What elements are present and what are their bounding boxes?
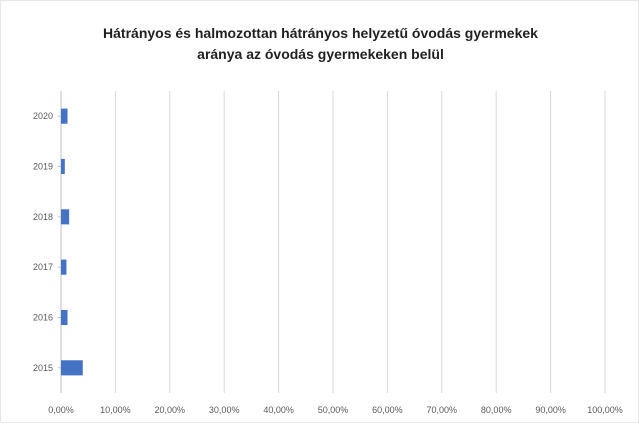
y-tick-label: 2018 xyxy=(33,212,53,222)
x-tick-label: 20,00% xyxy=(155,405,186,415)
chart-title-line-1: Hátrányos és halmozottan hátrányos helyz… xyxy=(103,25,538,41)
chart-title: Hátrányos és halmozottan hátrányos helyz… xyxy=(1,23,639,65)
y-tick-label: 2020 xyxy=(33,111,53,121)
bar xyxy=(61,108,68,124)
bar xyxy=(61,209,70,225)
x-tick-label: 40,00% xyxy=(263,405,294,415)
chart-title-line-2: aránya az óvodás gyermekeken belül xyxy=(197,46,444,62)
x-tick-label: 80,00% xyxy=(481,405,512,415)
bar xyxy=(61,360,83,376)
bar xyxy=(61,259,67,275)
x-tick-label: 0,00% xyxy=(48,405,74,415)
x-tick-label: 90,00% xyxy=(535,405,566,415)
x-tick-label: 50,00% xyxy=(318,405,349,415)
y-tick-label: 2017 xyxy=(33,262,53,272)
y-tick-label: 2016 xyxy=(33,313,53,323)
x-tick-label: 30,00% xyxy=(209,405,240,415)
x-tick-label: 10,00% xyxy=(100,405,131,415)
x-tick-label: 70,00% xyxy=(427,405,458,415)
x-tick-label: 60,00% xyxy=(372,405,403,415)
bar xyxy=(61,309,68,326)
y-tick-label: 2015 xyxy=(33,363,53,373)
y-tick-label: 2019 xyxy=(33,162,53,172)
x-tick-label: 100,00% xyxy=(587,405,623,415)
bar xyxy=(61,158,65,175)
